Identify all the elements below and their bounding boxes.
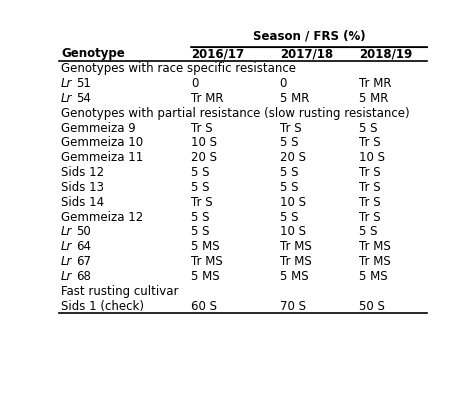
Text: 50 S: 50 S: [359, 299, 384, 312]
Text: 5 MS: 5 MS: [359, 270, 387, 282]
Text: Lr: Lr: [61, 92, 73, 105]
Text: Sids 1 (check): Sids 1 (check): [61, 299, 144, 312]
Text: Tr MS: Tr MS: [359, 254, 391, 267]
Text: Genotypes with race specific resistance: Genotypes with race specific resistance: [61, 62, 296, 75]
Text: Gemmeiza 10: Gemmeiza 10: [61, 136, 143, 149]
Text: 5 S: 5 S: [280, 136, 298, 149]
Text: 2016/17: 2016/17: [191, 47, 245, 60]
Text: 0: 0: [280, 77, 287, 90]
Text: Tr S: Tr S: [359, 180, 380, 193]
Text: 5 S: 5 S: [280, 166, 298, 179]
Text: Season / FRS (%): Season / FRS (%): [253, 30, 365, 43]
Text: Sids 14: Sids 14: [61, 196, 104, 208]
Text: 5 S: 5 S: [280, 210, 298, 223]
Text: Tr S: Tr S: [191, 121, 213, 134]
Text: Lr: Lr: [61, 77, 73, 90]
Text: 5 MR: 5 MR: [359, 92, 388, 105]
Text: 5 S: 5 S: [191, 225, 210, 238]
Text: 5 MS: 5 MS: [191, 270, 220, 282]
Text: Genotype: Genotype: [61, 47, 125, 60]
Text: 60 S: 60 S: [191, 299, 218, 312]
Text: Tr S: Tr S: [191, 196, 213, 208]
Text: 5 MS: 5 MS: [280, 270, 308, 282]
Text: 5 S: 5 S: [191, 180, 210, 193]
Text: Tr MS: Tr MS: [359, 240, 391, 253]
Text: 70 S: 70 S: [280, 299, 306, 312]
Text: 10 S: 10 S: [280, 196, 306, 208]
Text: Tr S: Tr S: [359, 136, 380, 149]
Text: Gemmeiza 12: Gemmeiza 12: [61, 210, 143, 223]
Text: 10 S: 10 S: [191, 136, 218, 149]
Text: Fast rusting cultivar: Fast rusting cultivar: [61, 284, 179, 297]
Text: Tr S: Tr S: [359, 196, 380, 208]
Text: Gemmeiza 11: Gemmeiza 11: [61, 151, 143, 164]
Text: Lr: Lr: [61, 270, 73, 282]
Text: 2018/19: 2018/19: [359, 47, 412, 60]
Text: 5 MS: 5 MS: [191, 240, 220, 253]
Text: 10 S: 10 S: [280, 225, 306, 238]
Text: 67: 67: [76, 254, 91, 267]
Text: Tr MR: Tr MR: [359, 77, 391, 90]
Text: 20 S: 20 S: [191, 151, 218, 164]
Text: 10 S: 10 S: [359, 151, 384, 164]
Text: 64: 64: [76, 240, 91, 253]
Text: Lr: Lr: [61, 240, 73, 253]
Text: 54: 54: [76, 92, 91, 105]
Text: Tr S: Tr S: [280, 121, 301, 134]
Text: 5 S: 5 S: [280, 180, 298, 193]
Text: Sids 12: Sids 12: [61, 166, 104, 179]
Text: 0: 0: [191, 77, 199, 90]
Text: 20 S: 20 S: [280, 151, 306, 164]
Text: 5 S: 5 S: [359, 121, 377, 134]
Text: 5 MR: 5 MR: [280, 92, 309, 105]
Text: Sids 13: Sids 13: [61, 180, 104, 193]
Text: 51: 51: [76, 77, 91, 90]
Text: Lr: Lr: [61, 225, 73, 238]
Text: Tr S: Tr S: [359, 166, 380, 179]
Text: 2017/18: 2017/18: [280, 47, 333, 60]
Text: Tr MR: Tr MR: [191, 92, 224, 105]
Text: 68: 68: [76, 270, 91, 282]
Text: 5 S: 5 S: [359, 225, 377, 238]
Text: Tr MS: Tr MS: [280, 240, 311, 253]
Text: Genotypes with partial resistance (slow rusting resistance): Genotypes with partial resistance (slow …: [61, 106, 410, 119]
Text: 50: 50: [76, 225, 91, 238]
Text: Gemmeiza 9: Gemmeiza 9: [61, 121, 136, 134]
Text: Tr MS: Tr MS: [280, 254, 311, 267]
Text: 5 S: 5 S: [191, 166, 210, 179]
Text: Lr: Lr: [61, 254, 73, 267]
Text: Tr S: Tr S: [359, 210, 380, 223]
Text: 5 S: 5 S: [191, 210, 210, 223]
Text: Tr MS: Tr MS: [191, 254, 223, 267]
